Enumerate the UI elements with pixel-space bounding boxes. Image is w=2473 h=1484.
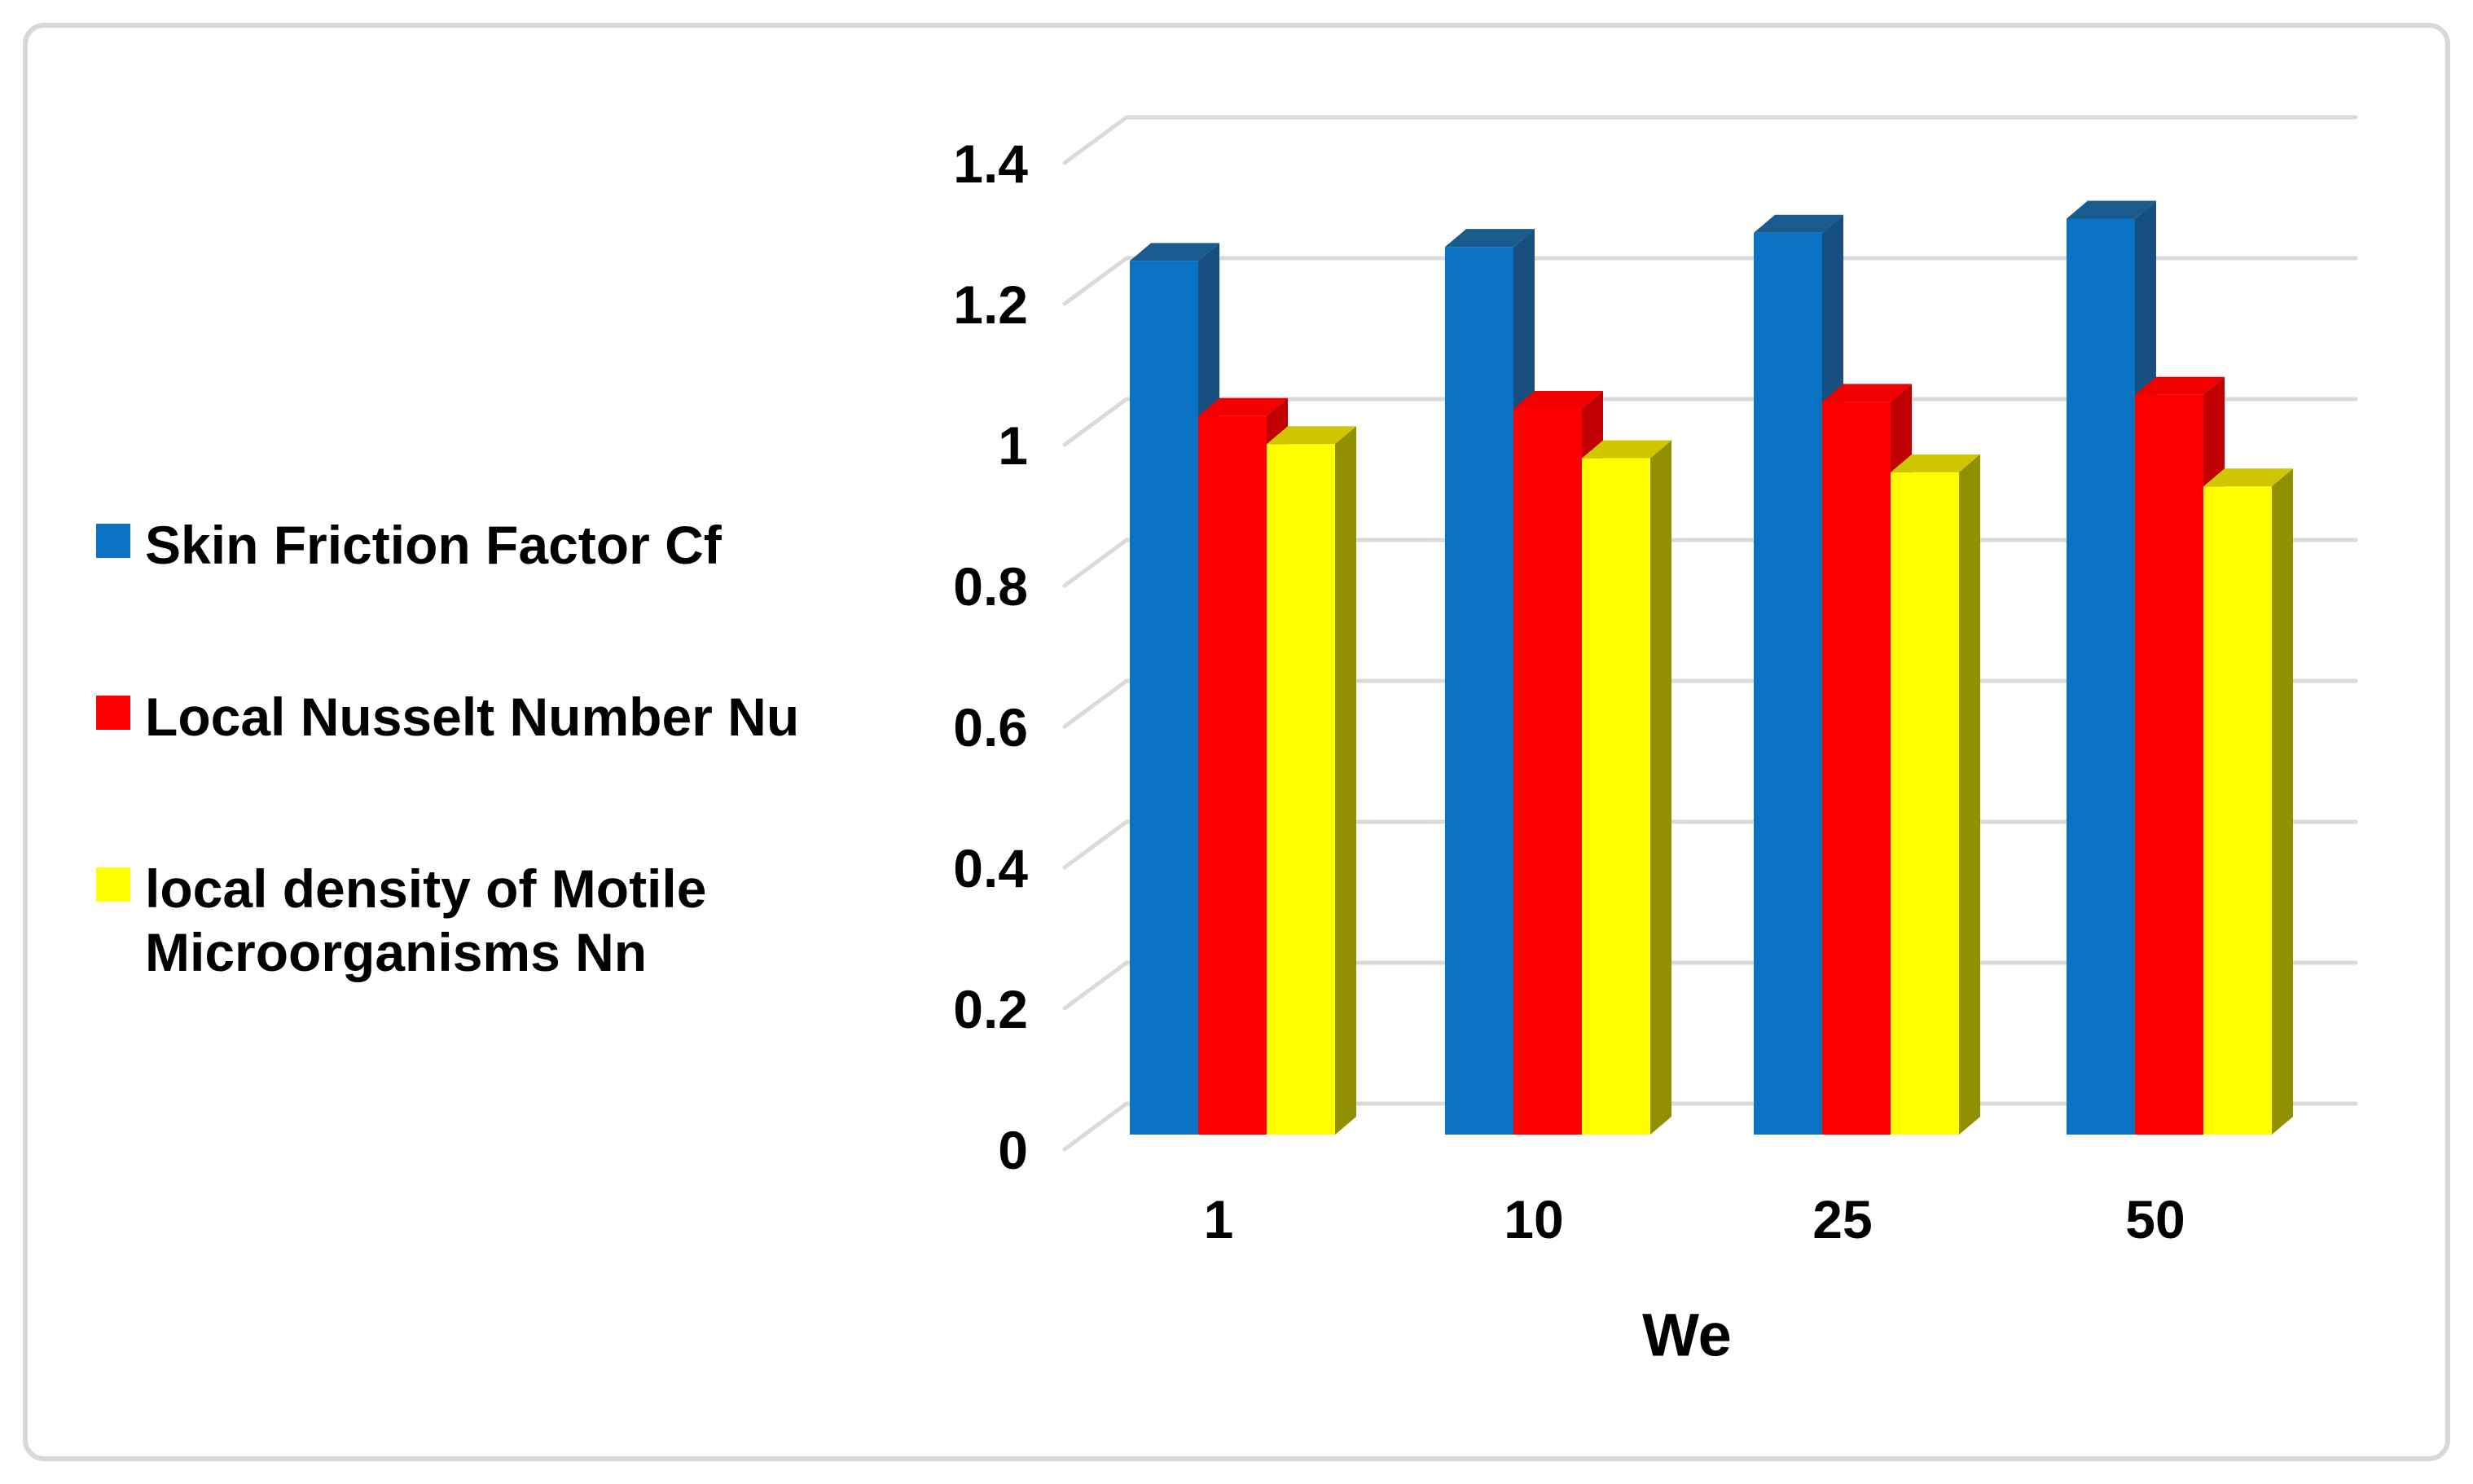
bar-series3-group2 bbox=[1582, 458, 1650, 1135]
bar-series2-group2-top bbox=[1513, 391, 1603, 410]
bar-series1-group2-top bbox=[1445, 229, 1535, 248]
bar-series2-group2 bbox=[1513, 409, 1582, 1135]
legend-label-nu: Local Nusselt Number Nu bbox=[145, 687, 800, 747]
gridline-diagonal bbox=[1062, 397, 1129, 447]
legend-swatch-blue-icon bbox=[96, 524, 130, 558]
bar-series3-group3 bbox=[1891, 472, 1959, 1135]
gridline-diagonal bbox=[1062, 256, 1129, 306]
y-axis-tick-label: 1 bbox=[998, 415, 1028, 476]
bar-series2-group4 bbox=[2135, 394, 2203, 1135]
gridline-diagonal bbox=[1062, 538, 1129, 588]
y-axis-tick-label: 1.4 bbox=[953, 134, 1028, 194]
bar-series1-group4-top bbox=[2067, 200, 2156, 219]
bar-series3-group1 bbox=[1267, 444, 1335, 1135]
bar-series1-group3-top bbox=[1754, 214, 1843, 233]
legend-item-nn: local density of Motile Microorganisms N… bbox=[96, 857, 968, 984]
bar-series2-group3 bbox=[1822, 402, 1891, 1135]
legend-swatch-yellow-icon bbox=[96, 867, 130, 902]
chart-legend: Skin Friction Factor Cf Local Nusselt Nu… bbox=[96, 0, 992, 1484]
legend-item-nu: Local Nusselt Number Nu bbox=[96, 685, 968, 749]
bar-series2-group4-top bbox=[2135, 376, 2225, 395]
y-axis-tick-label: 0.8 bbox=[953, 556, 1028, 617]
bar-series3-group4 bbox=[2203, 486, 2272, 1135]
x-axis-title: We bbox=[1642, 1302, 1732, 1369]
legend-label-nn: local density of Motile Microorganisms N… bbox=[145, 858, 707, 982]
gridline-diagonal bbox=[1062, 1101, 1129, 1152]
bar-series3-group1-side bbox=[1335, 426, 1356, 1135]
x-axis-tick-label: 25 bbox=[1812, 1189, 1872, 1249]
bar-series1-group2 bbox=[1445, 247, 1513, 1135]
x-axis-tick-label: 10 bbox=[1504, 1189, 1563, 1249]
y-axis-tick-label: 0.2 bbox=[953, 979, 1028, 1039]
y-axis-tick-label: 1.2 bbox=[953, 274, 1028, 335]
legend-swatch-red-icon bbox=[96, 696, 130, 730]
y-axis-tick-label: 0 bbox=[998, 1120, 1028, 1180]
gridline-diagonal bbox=[1062, 819, 1129, 870]
bar-series1-group3 bbox=[1754, 232, 1822, 1135]
y-axis-tick-label: 0.4 bbox=[953, 838, 1028, 898]
bar-series2-group1 bbox=[1198, 415, 1267, 1135]
bar-series1-group1-top bbox=[1130, 243, 1219, 261]
bar-series3-group4-top bbox=[2203, 468, 2293, 487]
bar-series3-group1-top bbox=[1267, 426, 1356, 445]
gridline-diagonal bbox=[1062, 960, 1129, 1011]
bar-series3-group3-side bbox=[1959, 454, 1980, 1135]
y-axis-tick-label: 0.6 bbox=[953, 697, 1028, 757]
legend-label-cf: Skin Friction Factor Cf bbox=[145, 515, 722, 575]
legend-item-cf: Skin Friction Factor Cf bbox=[96, 513, 968, 577]
x-axis-tick-label: 1 bbox=[1204, 1189, 1234, 1249]
bar-series3-group4-side bbox=[2272, 468, 2293, 1135]
bar-series2-group3-top bbox=[1822, 384, 1912, 402]
x-axis-tick-label: 50 bbox=[2125, 1189, 2185, 1249]
bar-series3-group3-top bbox=[1891, 454, 1980, 472]
bar-series1-group4 bbox=[2067, 218, 2135, 1135]
bar-series1-group1 bbox=[1130, 261, 1198, 1135]
gridline-diagonal bbox=[1062, 678, 1129, 729]
bar-series3-group2-top bbox=[1582, 440, 1671, 459]
bar-series3-group2-side bbox=[1650, 440, 1671, 1135]
bar-series2-group1-top bbox=[1198, 397, 1288, 416]
gridline-diagonal bbox=[1062, 115, 1129, 165]
